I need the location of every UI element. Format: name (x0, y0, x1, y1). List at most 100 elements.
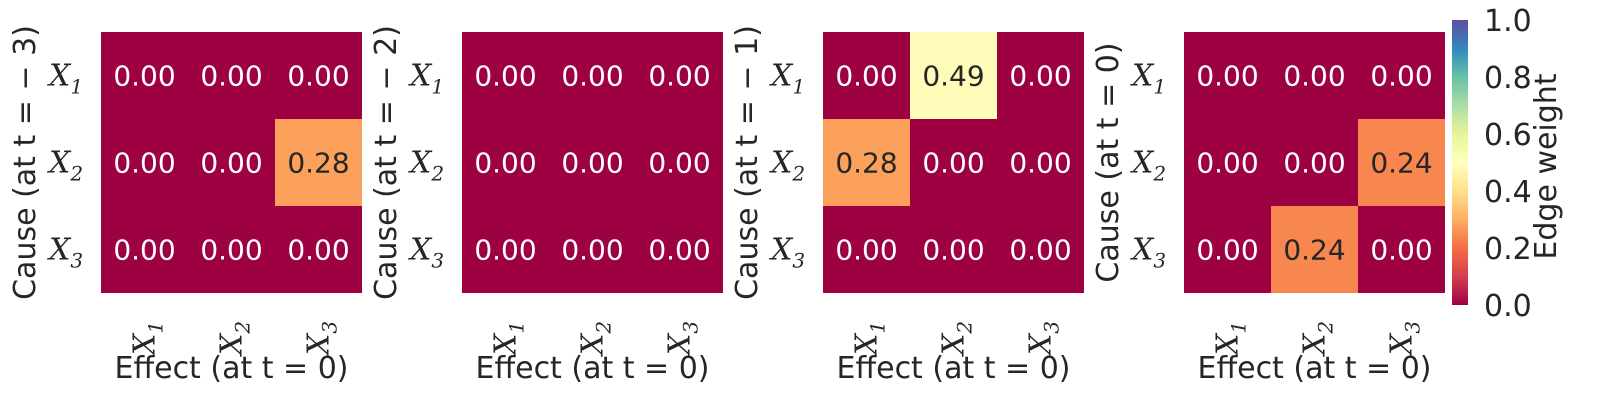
cell-value-label: 0.00 (1370, 60, 1432, 93)
cell-value-label: 0.00 (1009, 147, 1071, 180)
cell-value-label: 0.00 (1009, 60, 1071, 93)
x-axis-label: Effect (at t = 0) (475, 351, 709, 386)
cell-value-label: 0.00 (287, 234, 349, 267)
column-tick-label: X1 (1211, 321, 1251, 357)
cell-value-label: 0.00 (648, 234, 710, 267)
colorbar-tick-label: 0.0 (1484, 289, 1532, 324)
heatmap-cell (823, 119, 910, 206)
heatmap-cell (1184, 119, 1271, 206)
cell-value-label: 0.00 (113, 234, 175, 267)
cell-value-label: 0.00 (922, 147, 984, 180)
heatmap-cell (549, 119, 636, 206)
column-tick-label: X2 (215, 321, 255, 357)
heatmap-cell (188, 206, 275, 293)
row-tick-label: X3 (47, 233, 83, 273)
row-tick-label: X3 (1130, 233, 1166, 273)
colorbar-label: Edge weight (1529, 73, 1564, 259)
cell-value-label: 0.00 (922, 234, 984, 267)
heatmap-panel-3: 0.00 0.49 0.00 0.28 0.00 0.00 0.00 0.00 0.00 X1 X2… (730, 25, 1084, 386)
cell-value-label: 0.28 (835, 147, 897, 180)
heatmap-cell (1358, 32, 1445, 119)
heatmap-cell (1184, 32, 1271, 119)
cell-value-label: 0.00 (835, 60, 897, 93)
cell-value-label: 0.00 (1196, 234, 1258, 267)
heatmap-cell (1271, 32, 1358, 119)
heatmap-cell (462, 206, 549, 293)
heatmap-cell (275, 206, 362, 293)
cell-value-label: 0.00 (1009, 234, 1071, 267)
heatmap-cell (636, 206, 723, 293)
cell-value-label: 0.00 (474, 60, 536, 93)
cell-value-label: 0.28 (287, 147, 349, 180)
row-tick-label: X2 (1130, 146, 1166, 186)
heatmap-cell (188, 32, 275, 119)
cell-value-label: 0.00 (474, 147, 536, 180)
row-tick-label: X3 (408, 233, 444, 273)
row-tick-label: X1 (769, 59, 805, 99)
y-axis-label: Cause (at t = − 2) (369, 25, 404, 300)
cell-value-label: 0.00 (474, 234, 536, 267)
heatmap-cell (462, 119, 549, 206)
cell-value-label: 0.00 (200, 234, 262, 267)
row-tick-label: X1 (408, 59, 444, 99)
x-axis-label: Effect (at t = 0) (836, 351, 1070, 386)
row-tick-label: X2 (408, 146, 444, 186)
cell-value-label: 0.24 (1370, 147, 1432, 180)
row-tick-label: X1 (1130, 59, 1166, 99)
cell-value-label: 0.00 (648, 60, 710, 93)
y-axis-label: Cause (at t = 0) (1091, 42, 1126, 282)
heatmap-cell (275, 119, 362, 206)
heatmap-cell (997, 206, 1084, 293)
heatmap-panel-1: 0.00 0.00 0.00 0.00 0.00 0.28 0.00 0.00 0.00 X1 X2… (8, 25, 362, 386)
heatmap-cell (910, 206, 997, 293)
row-tick-label: X1 (47, 59, 83, 99)
heatmap-cell (549, 32, 636, 119)
cell-value-label: 0.00 (1196, 60, 1258, 93)
heatmap-cell (1358, 206, 1445, 293)
heatmap-panel-2: 0.00 0.00 0.00 0.00 0.00 0.00 0.00 0.00 0.00 X1 X2… (369, 25, 723, 386)
colorbar-gradient (1452, 20, 1468, 305)
heatmap-cell (101, 32, 188, 119)
cell-value-label: 0.00 (561, 234, 623, 267)
cell-value-label: 0.49 (922, 60, 984, 93)
column-tick-label: X2 (1298, 321, 1338, 357)
heatmap-cell (910, 32, 997, 119)
heatmap-cell (910, 119, 997, 206)
y-axis-label: Cause (at t = − 1) (730, 25, 765, 300)
colorbar-tick-label: 0.2 (1484, 232, 1532, 267)
heatmap-cell (188, 119, 275, 206)
cell-value-label: 0.00 (200, 147, 262, 180)
colorbar-tick-label: 0.8 (1484, 61, 1532, 96)
column-tick-label: X3 (1385, 321, 1425, 357)
heatmap-cell (462, 32, 549, 119)
x-axis-label: Effect (at t = 0) (1197, 351, 1431, 386)
heatmap-cell (1271, 206, 1358, 293)
colorbar-tick-label: 1.0 (1484, 4, 1532, 39)
heatmap-cell (636, 32, 723, 119)
cell-value-label: 0.24 (1283, 234, 1345, 267)
cell-value-label: 0.00 (561, 60, 623, 93)
heatmap-cell (101, 119, 188, 206)
cell-value-label: 0.00 (835, 234, 897, 267)
cell-value-label: 0.00 (648, 147, 710, 180)
row-tick-label: X3 (769, 233, 805, 273)
x-axis-label: Effect (at t = 0) (114, 351, 348, 386)
heatmap-cell (636, 119, 723, 206)
colorbar-tick-label: 0.4 (1484, 175, 1532, 210)
cell-value-label: 0.00 (113, 147, 175, 180)
heatmap-cell (997, 32, 1084, 119)
heatmap-panel-4: 0.00 0.00 0.00 0.00 0.00 0.24 0.00 0.24 0.00 X1 X2… (1091, 32, 1445, 386)
y-axis-label: Cause (at t = − 3) (8, 25, 43, 300)
column-tick-label: X3 (663, 321, 703, 357)
heatmap-cell (997, 119, 1084, 206)
heatmap-cell (823, 32, 910, 119)
heatmap-cell (1271, 119, 1358, 206)
cell-value-label: 0.00 (113, 60, 175, 93)
heatmap-cell (275, 32, 362, 119)
row-tick-label: X2 (769, 146, 805, 186)
cell-value-label: 0.00 (287, 60, 349, 93)
heatmap-cell (549, 206, 636, 293)
colorbar: 0.0 0.2 0.4 0.6 0.8 1.0 Edge weight (1452, 4, 1564, 324)
cell-value-label: 0.00 (561, 147, 623, 180)
